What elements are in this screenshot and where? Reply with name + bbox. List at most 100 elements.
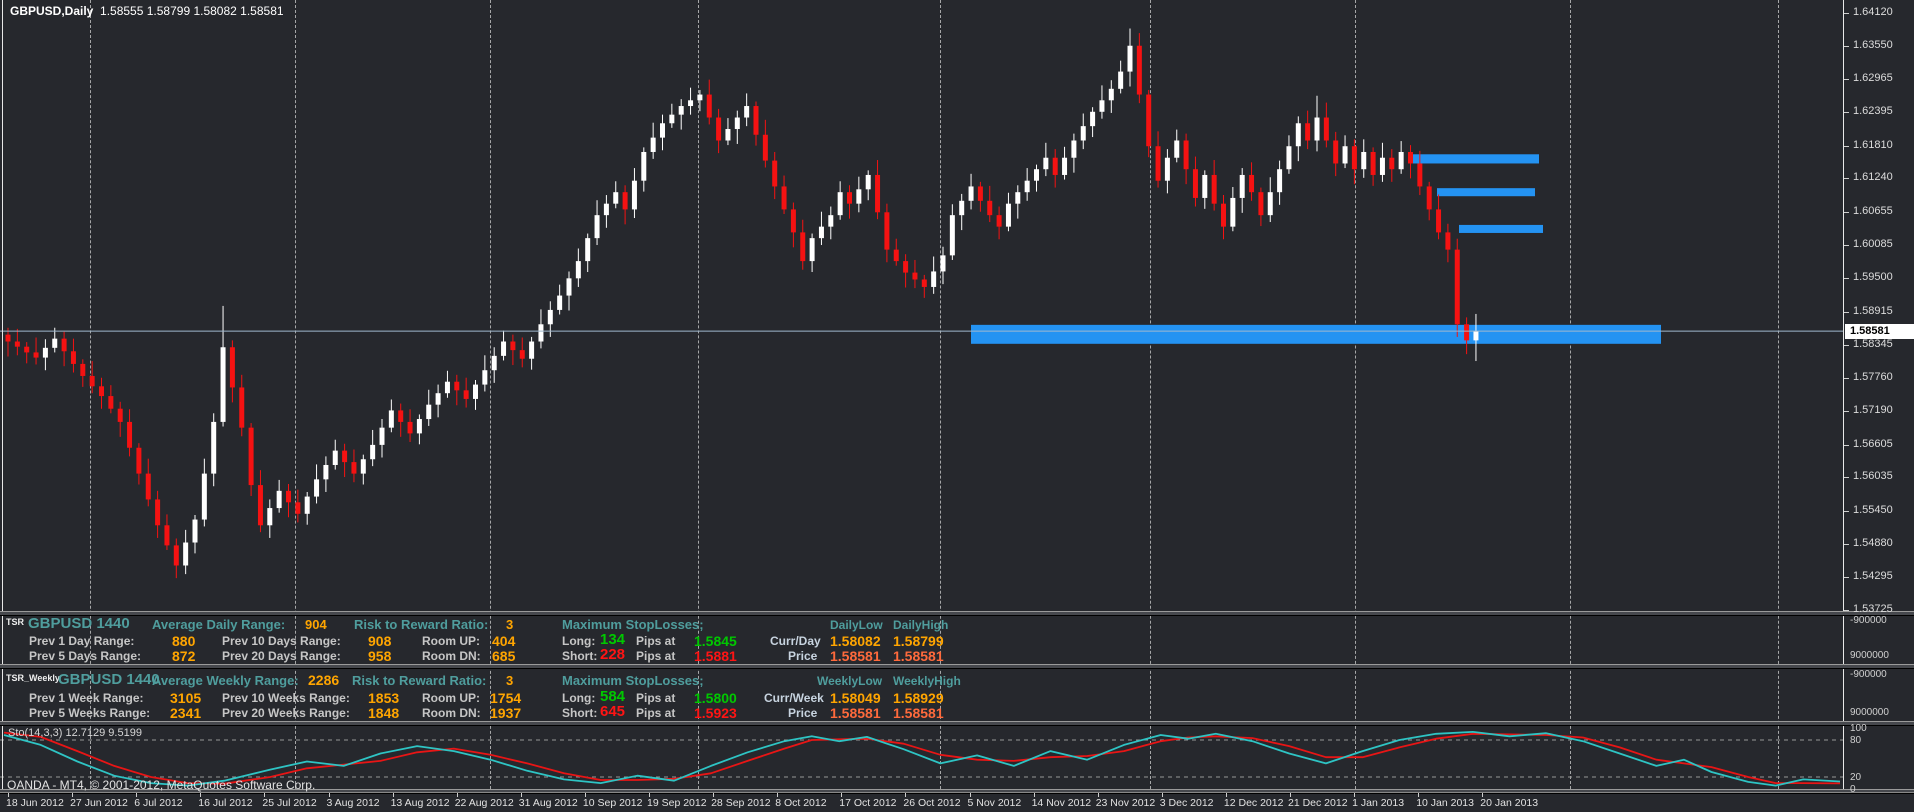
panel-symbol: GBPUSD 1440 [58, 671, 160, 688]
bull-candle [388, 399, 394, 433]
prev10-value: 908 [368, 633, 392, 649]
short-pips: 228 [600, 646, 626, 663]
bull-candle [501, 330, 507, 361]
date-label: 18 Jun 2012 [6, 797, 64, 809]
date-label: 1 Jan 2013 [1352, 797, 1405, 809]
price-tick-label: 1.58345 [1853, 337, 1893, 350]
bear-candle [24, 342, 30, 364]
price-axis[interactable]: 1.58581 1.64120 1.63550 1.62965 1.62395 1.61… [1844, 0, 1914, 795]
pane-separator[interactable] [0, 664, 1914, 669]
bear-candle [753, 101, 759, 146]
rr-value: 3 [506, 673, 514, 688]
daily-high-header: DailyHigh [893, 618, 949, 632]
bear-candle [772, 151, 778, 200]
pane-separator[interactable] [0, 611, 1914, 616]
bull-candle [192, 514, 198, 554]
price-tick-label: 1.61240 [1853, 171, 1893, 184]
date-tick-mark [1161, 793, 1163, 797]
pane-separator[interactable] [0, 789, 1914, 794]
price-high: 1.58581 [893, 705, 944, 721]
support-zone[interactable] [971, 324, 1661, 344]
prev1-label: Prev 1 Day Range: [29, 634, 135, 648]
prev20-value: 958 [368, 648, 392, 664]
date-label: 26 Oct 2012 [903, 797, 961, 809]
bear-candle [1351, 139, 1357, 185]
price-tick-mark [1844, 311, 1849, 313]
bear-candle [977, 181, 983, 212]
bear-candle [89, 361, 95, 394]
price-tick-label: 1.56035 [1853, 470, 1893, 483]
bear-candle [1464, 317, 1470, 355]
bear-candle [398, 403, 404, 437]
date-axis[interactable]: 18 Jun 2012 27 Jun 2012 6 Jul 2012 16 Jul 2… [0, 792, 1914, 812]
date-label: 8 Oct 2012 [775, 797, 827, 809]
date-label: 21 Dec 2012 [1288, 797, 1348, 809]
subwindow-scale-label: -900000 [1850, 669, 1887, 680]
tsr-daily-panel[interactable]: TSR GBPUSD 1440 Average Daily Range: 904… [0, 614, 1844, 664]
bull-candle [267, 499, 273, 538]
bear-candle [99, 377, 104, 409]
bull-candle [1277, 160, 1283, 205]
date-tick-mark [1354, 793, 1356, 797]
bull-candle [276, 479, 282, 513]
date-label: 10 Sep 2012 [582, 797, 643, 809]
bull-candle [1062, 146, 1068, 180]
candlestick-layer[interactable] [0, 0, 1844, 611]
tsr-weekly-panel[interactable]: TSR_Weekly GBPUSD 1440 Average Weekly Ra… [0, 667, 1844, 721]
pips-at-label-long: Pips at [636, 634, 676, 648]
bull-candle [566, 271, 572, 311]
awr-value: 2286 [308, 672, 340, 688]
main-chart-pane[interactable]: GBPUSD,Daily 1.58555 1.58799 1.58082 1.5… [0, 0, 1844, 611]
rr-label: Risk to Reward Ratio: [352, 673, 487, 688]
date-tick-mark [392, 793, 394, 797]
symbol-timeframe-label: GBPUSD,Daily [10, 4, 94, 18]
bear-candle [622, 185, 628, 225]
curr-day-label: Curr/Day [770, 634, 821, 648]
bull-candle [959, 193, 965, 231]
resistance-zone-1[interactable] [1413, 154, 1539, 164]
short-label: Short: [562, 706, 598, 720]
room-dn-label: Room DN: [422, 649, 481, 663]
price-tick-mark [1844, 477, 1849, 479]
stochastic-scale-label: 100 [1850, 722, 1867, 734]
price-tick-label: 1.59500 [1853, 271, 1893, 284]
curr-week-label: Curr/Week [764, 691, 824, 705]
bull-candle [1015, 185, 1021, 219]
price-tick-mark [1844, 244, 1849, 246]
room-up-value: 404 [492, 633, 516, 649]
pane-separator[interactable] [0, 721, 1914, 726]
bear-candle [762, 119, 768, 168]
resistance-zone-3[interactable] [1459, 224, 1543, 233]
bull-candle [491, 347, 497, 383]
bear-candle [716, 108, 722, 154]
bull-candle [650, 122, 656, 159]
curr-week-high: 1.58929 [893, 690, 944, 706]
month-separator-line [940, 0, 941, 789]
prev5-label: Prev 5 Days Range: [29, 649, 142, 663]
bull-candle [669, 103, 675, 128]
ohlc-values: 1.58555 1.58799 1.58082 1.58581 [100, 4, 284, 18]
price-tick-mark [1844, 510, 1849, 512]
bull-candle [818, 211, 824, 246]
date-tick-mark [905, 793, 907, 797]
stochastic-scale-label: 80 [1850, 734, 1862, 746]
date-tick-mark [456, 793, 458, 797]
price-tick-label: 1.54295 [1853, 570, 1893, 583]
bull-candle [1473, 313, 1479, 362]
bull-candle [1118, 60, 1124, 94]
daily-low-header: DailyLow [830, 618, 883, 632]
date-tick-mark [777, 793, 779, 797]
month-separator-line [295, 0, 296, 789]
stochastic-pane[interactable]: Sto(14,3,3) 12.7129 9.5199 [0, 724, 1844, 789]
bear-candle [1445, 223, 1451, 263]
bull-candle [1379, 142, 1385, 182]
copyright-text: OANDA - MT4, © 2001-2012, MetaQuotes Sof… [7, 778, 316, 792]
bull-candle [183, 529, 189, 575]
date-tick-mark [264, 793, 266, 797]
resistance-zone-2[interactable] [1437, 188, 1535, 197]
date-tick-mark [649, 793, 650, 797]
bull-candle [613, 181, 619, 209]
stoploss-header: Maximum StopLosses; [562, 617, 704, 632]
date-label: 13 Aug 2012 [390, 797, 450, 809]
bull-candle [1398, 141, 1404, 174]
